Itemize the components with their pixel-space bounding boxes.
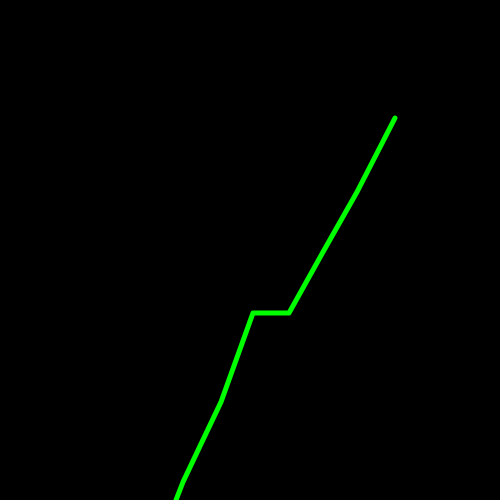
green-polyline bbox=[173, 115, 398, 500]
